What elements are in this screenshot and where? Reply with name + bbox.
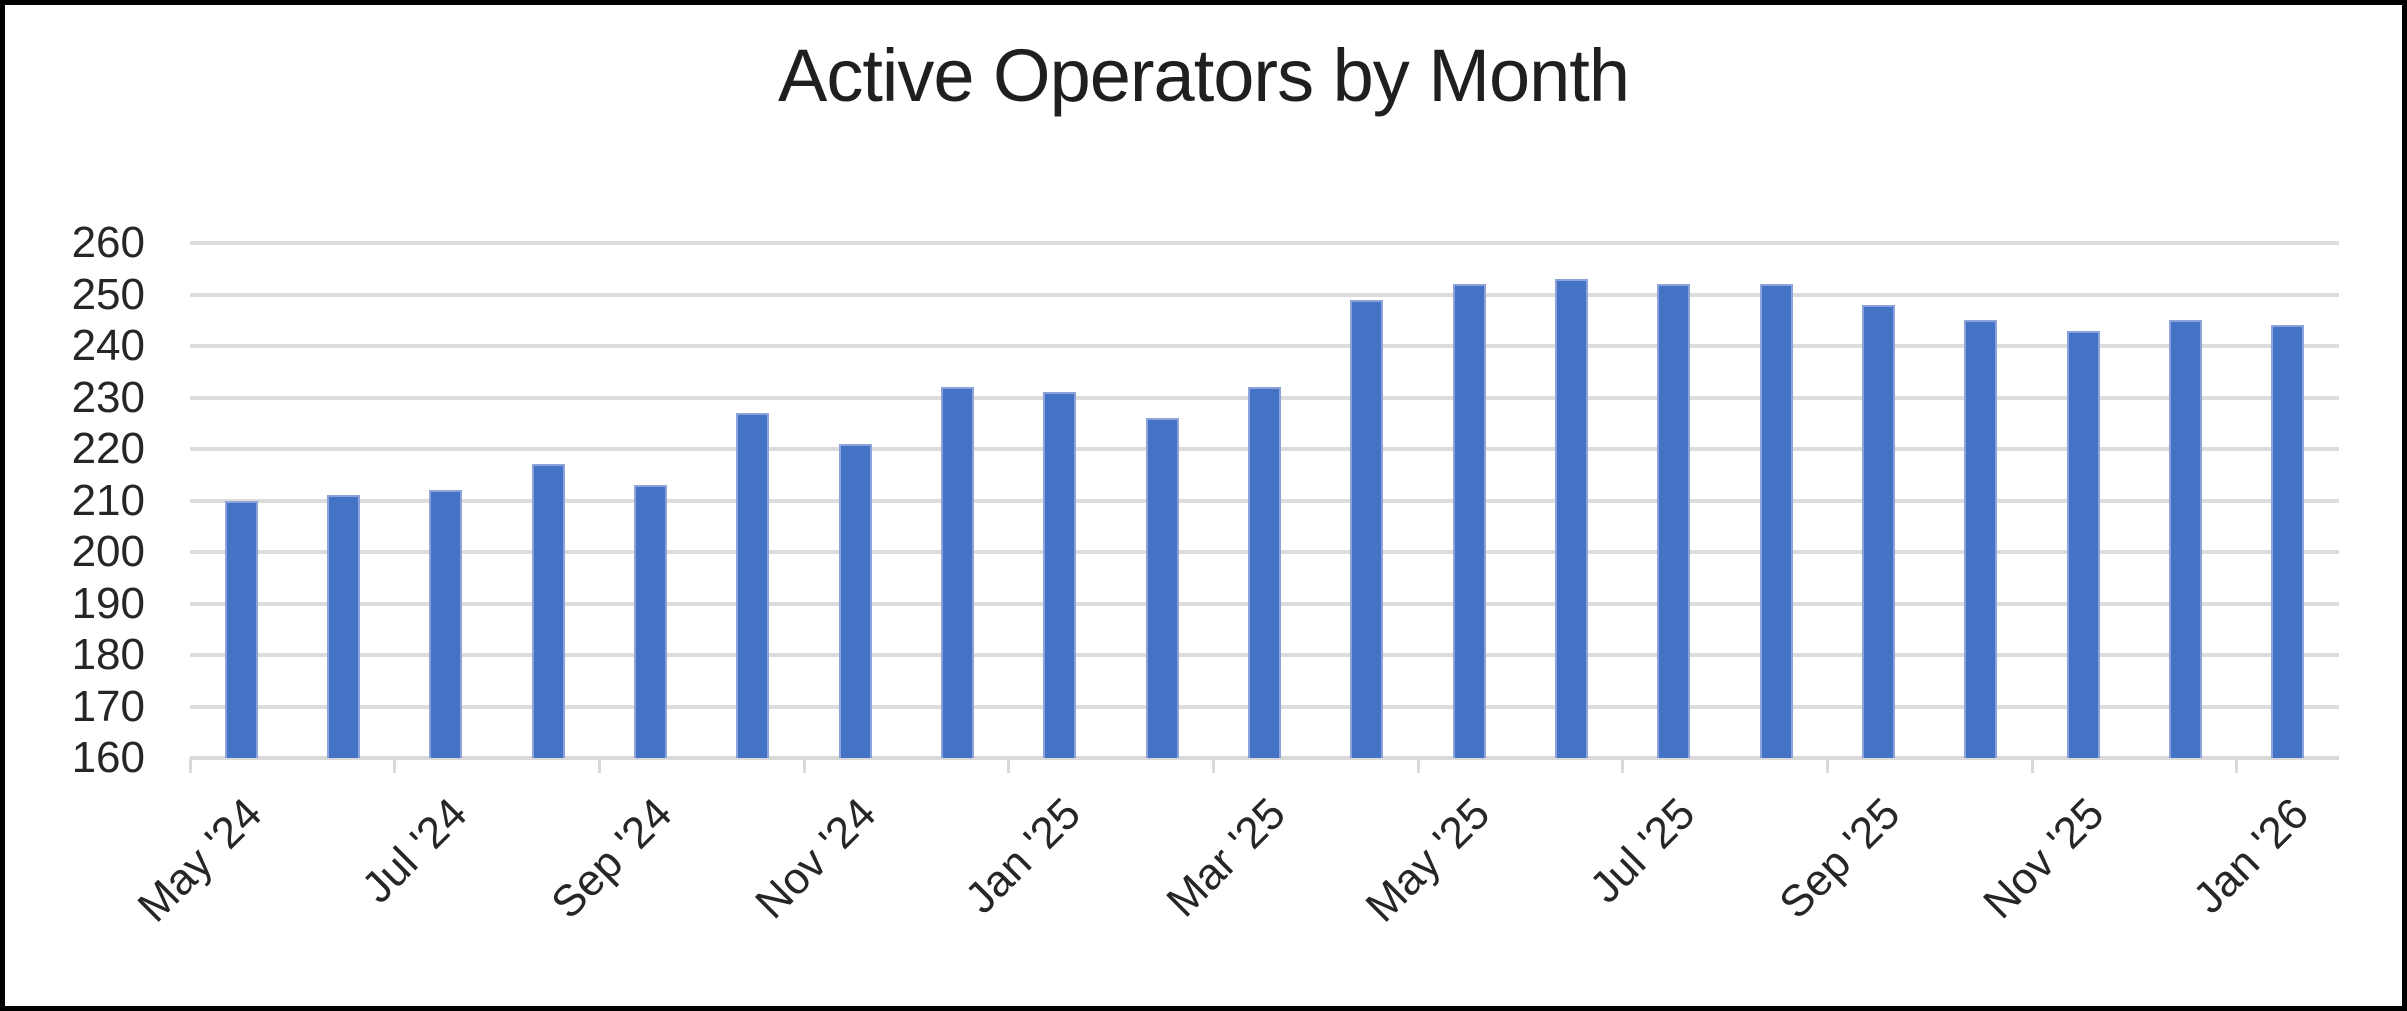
y-gridline [190,344,2339,348]
bar [1964,320,1998,758]
bar [1043,392,1077,758]
x-axis-tick-label: Jul '24 [352,788,477,913]
y-gridline [190,241,2339,245]
bar [941,387,974,758]
x-axis-tick-label: Sep '24 [541,788,682,929]
bar [736,412,770,758]
x-axis-tick-label: Jul '25 [1580,788,1705,913]
bar [429,490,463,758]
plot-area: 160 170 180 190 200 210 220 230 240 250 260 May '24… [5,5,2402,1006]
bar [2066,330,2100,758]
x-axis-tick-mark [1621,758,1625,773]
bar [1248,387,1281,758]
x-axis-tick-mark [2235,758,2239,773]
y-axis-tick-label: 230 [71,372,145,422]
x-axis-tick-mark [188,758,192,773]
x-axis-tick-label: Nov '25 [1974,788,2114,929]
x-axis-tick-mark [802,758,806,773]
x-axis-tick-mark [1007,758,1011,773]
y-axis-tick-label: 220 [71,424,145,473]
bar [1452,284,1486,758]
x-axis-tick-mark [1211,758,1215,773]
x-axis-tick-mark [2030,758,2034,773]
bar [838,443,872,758]
x-axis-tick-mark [393,758,397,773]
x-axis-tick-mark [1416,758,1420,773]
y-axis-tick-label: 240 [71,321,145,370]
y-axis-tick-label: 250 [71,269,145,319]
bar [1862,304,1895,758]
x-axis-tick-mark [1825,758,1829,773]
y-axis-tick-label: 160 [71,733,145,782]
bar [531,464,565,758]
y-gridline [190,292,2339,297]
x-axis-tick-label: Mar '25 [1157,788,1296,927]
x-axis-tick-label: Jan '25 [956,788,1091,923]
x-axis-tick-label: Sep '25 [1769,788,1910,929]
bar [1555,279,1588,758]
x-axis-tick-label: May '24 [129,788,272,932]
bar [327,495,360,758]
y-axis-tick-label: 190 [71,578,145,628]
x-axis-tick-label: Nov '24 [746,788,886,929]
bar [2271,325,2305,758]
bar [1145,418,1179,758]
bar [224,500,258,758]
x-axis-line [190,756,2339,760]
x-axis-tick-mark [597,758,601,773]
x-axis-tick-label: May '25 [1357,788,1500,932]
bar [1657,284,1691,758]
y-axis-tick-label: 260 [71,218,145,267]
bar [2169,320,2202,758]
y-axis-tick-label: 180 [71,630,145,679]
y-axis-tick-label: 210 [71,475,145,525]
x-axis-tick-label: Jan '26 [2184,788,2319,923]
y-axis-tick-label: 200 [71,527,145,576]
bar [1759,284,1793,758]
bar [634,485,667,758]
y-axis-tick-label: 170 [71,681,145,731]
chart-title: Active Operators by Month [777,34,1630,117]
bar [1350,299,1384,758]
